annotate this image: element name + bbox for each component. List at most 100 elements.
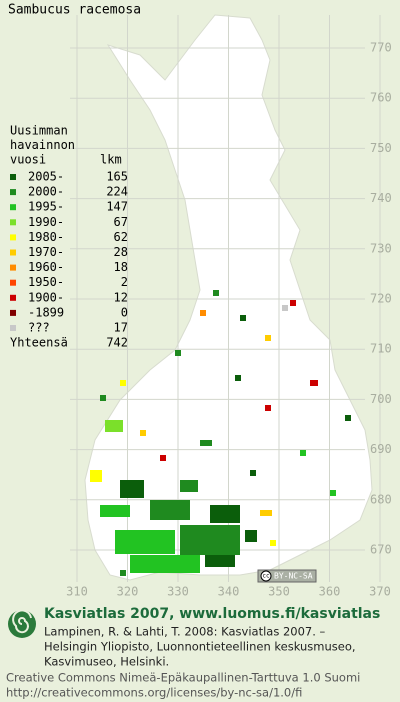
citation-line: Lampinen, R. & Lahti, T. 2008: Kasviatla… bbox=[44, 625, 326, 639]
y-coordinate-label: 670 bbox=[370, 543, 392, 557]
x-coordinate-label: 360 bbox=[319, 585, 341, 599]
legend-swatch bbox=[10, 204, 16, 211]
x-coordinate-label: 350 bbox=[268, 585, 290, 599]
legend-count: 28 bbox=[114, 245, 128, 259]
map-title: Sambucus racemosa bbox=[8, 3, 141, 18]
grid bbox=[70, 15, 381, 582]
record-square bbox=[265, 335, 271, 341]
record-square bbox=[235, 375, 241, 381]
record-square bbox=[120, 480, 144, 498]
record-square bbox=[250, 470, 256, 476]
legend-count: 0 bbox=[121, 305, 128, 319]
record-square bbox=[210, 505, 240, 523]
record-square bbox=[140, 430, 146, 436]
legend-header: vuosi bbox=[10, 153, 46, 167]
y-coordinate-label: 770 bbox=[370, 41, 392, 55]
legend-count: 224 bbox=[106, 185, 128, 199]
legend-swatch bbox=[10, 234, 16, 241]
legend-swatch bbox=[10, 325, 16, 331]
record-square bbox=[213, 290, 219, 296]
citation-line: Kasvimuseo, Helsinki. bbox=[44, 655, 169, 669]
x-coordinate-label: 340 bbox=[218, 585, 240, 599]
legend-count: 165 bbox=[106, 170, 128, 184]
legend-count: 2 bbox=[121, 275, 128, 289]
x-coordinate-label: 330 bbox=[167, 585, 189, 599]
x-coordinate-label: 320 bbox=[117, 585, 139, 599]
y-coordinate-label: 690 bbox=[370, 442, 392, 456]
legend-label: 1950- bbox=[28, 275, 64, 289]
record-square bbox=[245, 530, 257, 542]
record-square bbox=[100, 505, 130, 517]
record-square bbox=[260, 510, 272, 516]
legend-header: havainnon bbox=[10, 138, 75, 152]
record-square bbox=[100, 395, 106, 401]
license-line: Creative Commons Nimeä-Epäkaupallinen-Ta… bbox=[6, 671, 360, 685]
legend-swatch bbox=[10, 189, 16, 196]
y-coordinate-label: 750 bbox=[370, 141, 392, 155]
record-square bbox=[310, 380, 318, 386]
logo bbox=[8, 609, 36, 638]
y-coordinate-label: 760 bbox=[370, 91, 392, 105]
legend-swatch bbox=[10, 264, 16, 271]
legend-label: 1990- bbox=[28, 215, 64, 229]
badge-cc: cc bbox=[262, 573, 270, 580]
footer-text: Lampinen, R. & Lahti, T. 2008: Kasviatla… bbox=[6, 625, 360, 700]
record-square bbox=[175, 350, 181, 356]
record-square bbox=[282, 305, 288, 311]
logo-spiral bbox=[12, 609, 32, 634]
legend-label: 1960- bbox=[28, 260, 64, 274]
legend-total: 742 bbox=[106, 336, 128, 350]
y-coordinate-label: 720 bbox=[370, 292, 392, 306]
record-square bbox=[130, 555, 200, 573]
legend-label: 1970- bbox=[28, 245, 64, 259]
legend-header: Uusimman bbox=[10, 124, 68, 138]
record-square bbox=[200, 440, 212, 446]
y-coordinate-label: 730 bbox=[370, 241, 392, 255]
legend-swatch bbox=[10, 249, 16, 256]
legend-label: 1995- bbox=[28, 200, 64, 214]
record-square bbox=[240, 315, 246, 321]
record-square bbox=[265, 405, 271, 411]
x-coordinate-label: 370 bbox=[369, 585, 391, 599]
record-square bbox=[330, 490, 336, 496]
record-squares bbox=[90, 290, 351, 576]
record-square bbox=[205, 555, 235, 567]
license-line: http://creativecommons.org/licenses/by-n… bbox=[6, 686, 302, 700]
legend-total-label: Yhteensä bbox=[10, 336, 68, 350]
cc-badge: cc BY-NC-SA bbox=[257, 569, 317, 583]
legend-count: 147 bbox=[106, 200, 128, 214]
legend-label: 2000- bbox=[28, 185, 64, 199]
citation-line: Helsingin Yliopisto, Luonnontieteellinen… bbox=[44, 640, 356, 654]
legend-swatch bbox=[10, 279, 16, 286]
record-square bbox=[120, 570, 126, 576]
legend-swatch bbox=[10, 294, 16, 301]
legend-swatch bbox=[10, 219, 16, 226]
y-coordinate-label: 710 bbox=[370, 342, 392, 356]
record-square bbox=[120, 380, 126, 386]
record-square bbox=[270, 540, 276, 546]
footer-heading: Kasviatlas 2007, www.luomus.fi/kasviatla… bbox=[44, 606, 380, 622]
record-square bbox=[115, 530, 175, 554]
record-square bbox=[160, 455, 166, 461]
legend-label: 1900- bbox=[28, 290, 64, 304]
x-coordinate-label: 310 bbox=[66, 585, 88, 599]
record-square bbox=[290, 300, 296, 306]
record-square bbox=[150, 500, 190, 520]
legend-count: 12 bbox=[114, 290, 128, 304]
badge-text: BY-NC-SA bbox=[274, 572, 313, 581]
record-square bbox=[200, 310, 206, 316]
record-square bbox=[105, 420, 123, 432]
record-square bbox=[180, 480, 198, 492]
legend-swatch bbox=[10, 174, 16, 180]
badge-circle bbox=[260, 570, 272, 582]
badge-box bbox=[257, 569, 317, 583]
legend-swatch bbox=[10, 309, 16, 316]
record-square bbox=[300, 450, 306, 456]
legend-count: 67 bbox=[114, 215, 128, 229]
legend-label: -1899 bbox=[28, 305, 64, 319]
legend-count: 62 bbox=[114, 230, 128, 244]
legend-count: 17 bbox=[114, 321, 128, 335]
y-coordinate-label: 740 bbox=[370, 191, 392, 205]
